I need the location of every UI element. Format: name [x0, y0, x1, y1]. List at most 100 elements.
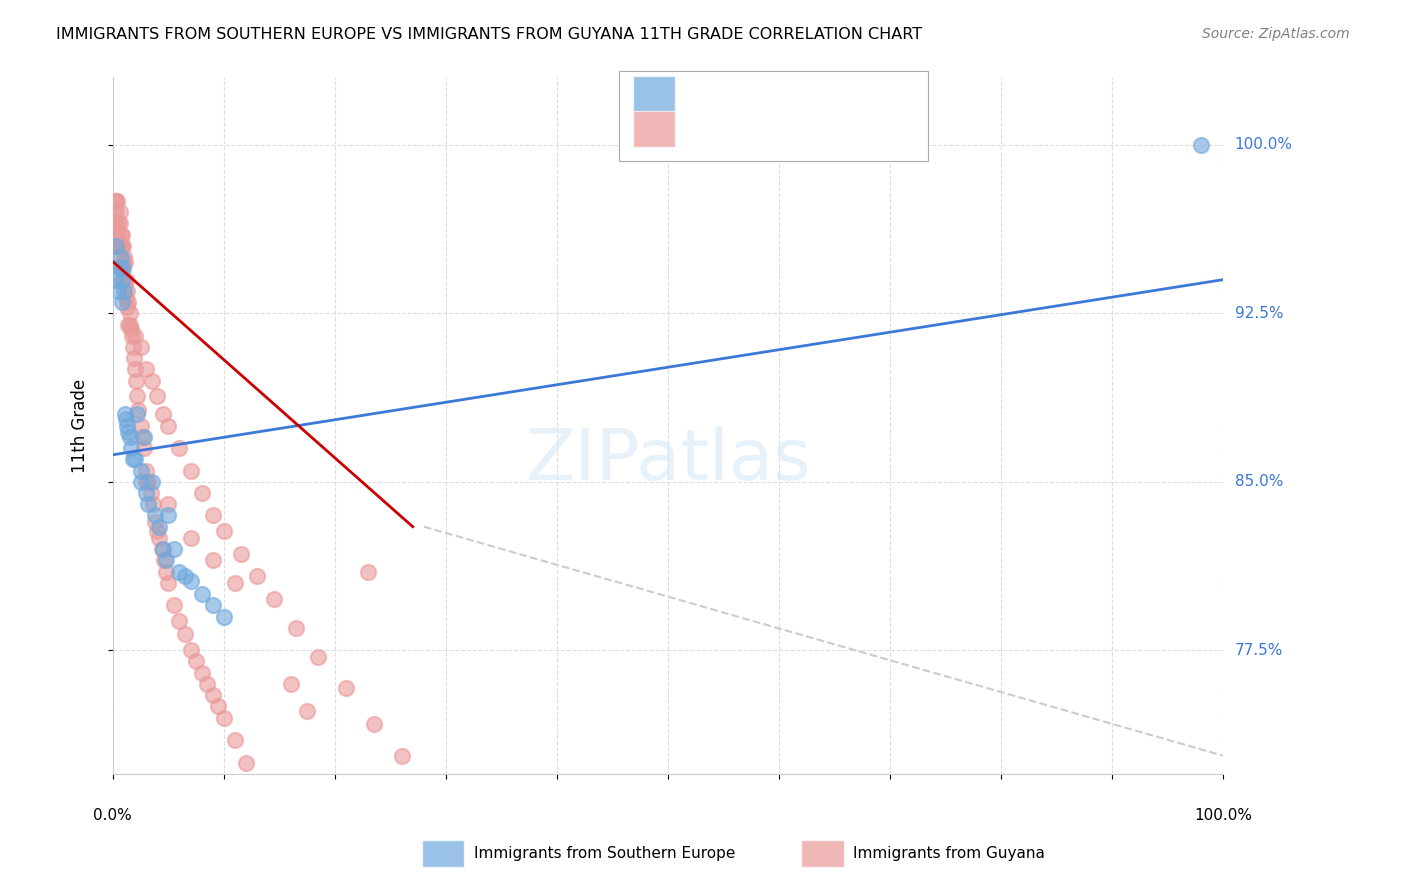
Point [141, 475, 163, 489]
Text: 0.168: 0.168 [734, 84, 792, 102]
Text: 92.5%: 92.5% [1234, 306, 1284, 321]
Text: 77.5%: 77.5% [1234, 643, 1282, 657]
Point [157, 418, 180, 433]
Point [235, 756, 257, 770]
Point [186, 655, 208, 669]
Point [105, 205, 128, 219]
Point [224, 575, 246, 590]
Point [115, 412, 138, 426]
Point [114, 254, 136, 268]
Point [117, 418, 139, 433]
Point [190, 587, 212, 601]
Point [180, 643, 202, 657]
Point [190, 486, 212, 500]
Point [153, 553, 176, 567]
Point [127, 389, 149, 403]
Point [107, 239, 129, 253]
Point [142, 497, 165, 511]
Point [280, 677, 302, 691]
Point [117, 295, 139, 310]
Point [212, 710, 235, 724]
Text: N =: N = [780, 84, 823, 102]
Text: R =: R = [686, 84, 727, 102]
Point [190, 665, 212, 680]
Text: 38: 38 [827, 84, 852, 102]
Point [108, 216, 131, 230]
Point [105, 227, 128, 242]
Point [138, 497, 160, 511]
Point [174, 569, 197, 583]
Point [446, 822, 468, 837]
Point [105, 194, 128, 208]
Point [122, 351, 145, 366]
Text: 100.0%: 100.0% [1234, 137, 1292, 153]
Point [132, 430, 155, 444]
Point [212, 524, 235, 538]
Point [120, 322, 142, 336]
Point [117, 284, 139, 298]
Point [169, 441, 191, 455]
Point [143, 508, 166, 523]
Point [111, 227, 134, 242]
Text: Source: ZipAtlas.com: Source: ZipAtlas.com [1202, 27, 1350, 41]
Point [357, 565, 380, 579]
Point [108, 261, 131, 276]
Text: N =: N = [780, 120, 823, 138]
Point [118, 430, 141, 444]
Point [163, 542, 186, 557]
Point [117, 300, 139, 314]
Point [146, 389, 169, 403]
Point [157, 508, 180, 523]
Point [169, 565, 191, 579]
Point [129, 463, 152, 477]
Point [274, 822, 297, 837]
Point [163, 599, 186, 613]
Point [129, 475, 152, 489]
Point [105, 239, 128, 253]
Text: Immigrants from Southern Europe: Immigrants from Southern Europe [474, 847, 735, 861]
Text: 100.0%: 100.0% [1195, 808, 1253, 823]
Point [127, 403, 149, 417]
Point [108, 261, 131, 276]
Point [301, 856, 323, 871]
Point [104, 216, 127, 230]
Point [125, 374, 148, 388]
Point [129, 418, 152, 433]
Point [157, 497, 180, 511]
Point [246, 778, 269, 792]
Point [169, 614, 191, 628]
Point [114, 408, 136, 422]
Point [118, 306, 141, 320]
Point [150, 542, 173, 557]
Point [121, 340, 143, 354]
Point [207, 699, 229, 714]
Point [138, 475, 160, 489]
Point [112, 272, 135, 286]
Point [195, 677, 218, 691]
Point [201, 688, 224, 702]
Point [105, 194, 128, 208]
Point [112, 250, 135, 264]
Point [112, 284, 135, 298]
Point [111, 272, 134, 286]
Point [124, 452, 146, 467]
Point [418, 785, 440, 799]
Text: Immigrants from Guyana: Immigrants from Guyana [853, 847, 1045, 861]
Text: 115: 115 [827, 120, 865, 138]
Point [111, 239, 134, 253]
Point [263, 591, 285, 606]
Text: R = -: R = - [686, 120, 728, 138]
Point [135, 362, 157, 376]
Point [157, 575, 180, 590]
Point [152, 542, 174, 557]
Point [257, 800, 280, 814]
Point [105, 216, 128, 230]
Text: IMMIGRANTS FROM SOUTHERN EUROPE VS IMMIGRANTS FROM GUYANA 11TH GRADE CORRELATION: IMMIGRANTS FROM SOUTHERN EUROPE VS IMMIG… [56, 27, 922, 42]
Point [201, 553, 224, 567]
Point [111, 239, 134, 253]
Point [148, 519, 170, 533]
Point [104, 239, 127, 253]
Point [323, 879, 346, 892]
Point [363, 717, 385, 731]
Text: 0.371: 0.371 [734, 120, 790, 138]
